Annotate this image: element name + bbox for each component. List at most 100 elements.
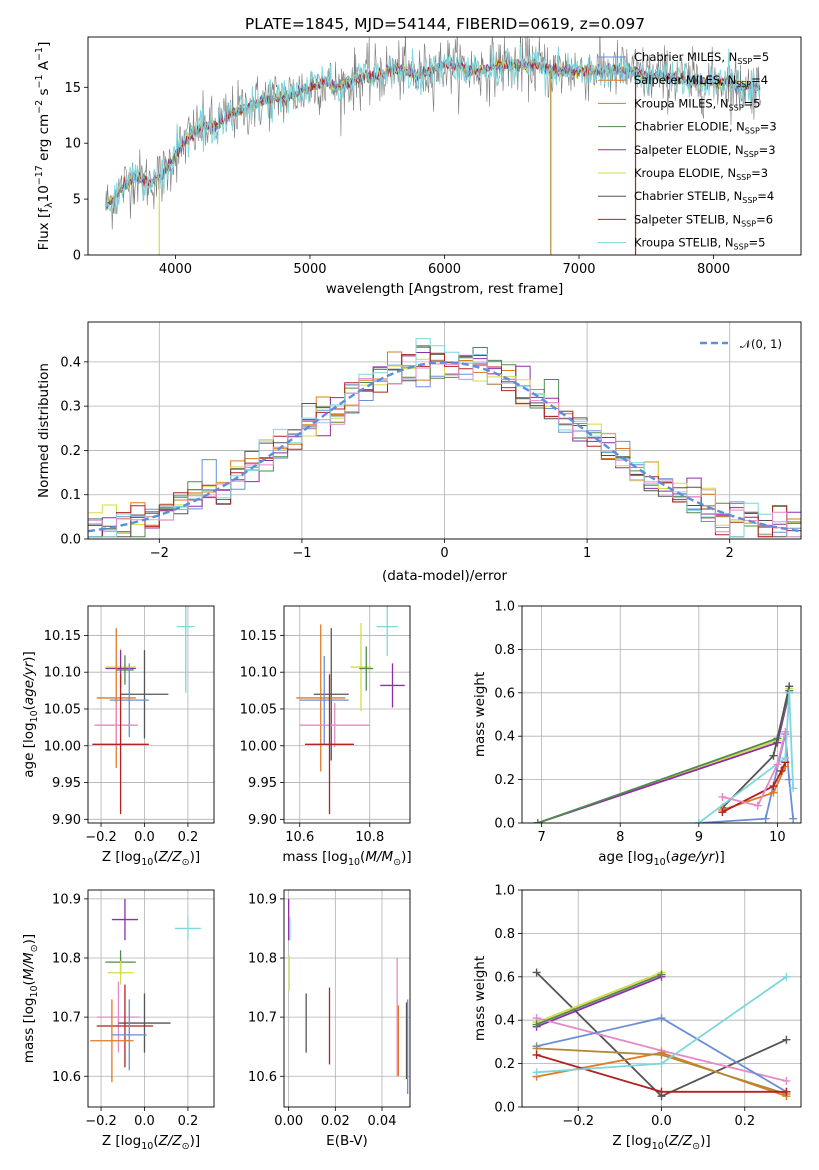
x-tick-label: −2: [150, 546, 169, 561]
x-tick-label: 0.2: [178, 830, 199, 845]
legend-entry: Chabrier ELODIE, NSSP=3: [634, 120, 777, 136]
x-tick-label: −0.2: [85, 1114, 117, 1129]
weight-line: [536, 971, 662, 1024]
x-tick-label: −0.2: [562, 1114, 594, 1129]
weight-marker: [532, 1068, 541, 1077]
legend-entry: Salpeter MILES, NSSP=4: [634, 73, 768, 89]
x-axis-label: age [log10(age/yr)]: [598, 849, 724, 868]
y-tick-label: 0.0: [494, 817, 515, 832]
x-axis-label: Z [log10(Z/Z⊙)]: [102, 1133, 200, 1152]
x-tick-label: 0.2: [178, 1114, 199, 1129]
y-tick-label: 10: [64, 137, 81, 152]
weight-marker: [782, 1035, 791, 1044]
y-tick-label: 10.8: [248, 951, 277, 966]
y-tick-label: 0.2: [60, 444, 81, 459]
plot-area: [288, 898, 409, 1094]
y-axis-label: Flux [fλ10−17 erg cm−2 s−1 A−1]: [34, 42, 55, 251]
weight-marker: [777, 766, 786, 775]
y-tick-label: 1.0: [494, 600, 515, 615]
weight-line: [536, 975, 662, 1028]
weight-marker: [657, 1087, 666, 1096]
histogram-series: [88, 363, 801, 539]
weight-line: [536, 973, 662, 1026]
plot-area: [92, 606, 195, 815]
axes-frame: [521, 605, 802, 824]
x-axis-label: (data-model)/error: [382, 568, 508, 584]
weight-line: [721, 761, 787, 813]
weight-marker: [781, 727, 790, 736]
weight-marker: [769, 782, 778, 791]
y-tick-label: 0.0: [494, 1101, 515, 1116]
weight-marker: [789, 784, 798, 793]
x-axis-label: E(B-V): [326, 1133, 368, 1149]
panel-weight_vs_age: 7 8 9 10 0.0 0.2 0.4 0.6 0.8 1.0 age [log10(age/yr…: [472, 600, 802, 868]
panel-age_vs_mass: 10.6 10.8 9.90 9.95 10.00 10.05 10.10 10.15 mass…: [240, 605, 412, 868]
histogram-series: [88, 338, 801, 539]
observed-spectrum: [105, 37, 761, 230]
axes-frame: [283, 889, 411, 1108]
x-tick-label: 9: [695, 830, 703, 845]
y-tick-label: 0.4: [494, 1014, 515, 1029]
weight-marker: [657, 1050, 666, 1059]
weight-marker: [694, 819, 703, 823]
axes-frame: [521, 889, 802, 1108]
y-tick-label: 10.6: [52, 1070, 81, 1085]
panel-age_vs_Z: −0.2 0.0 0.2 9.90 9.95 10.00 10.05 10.10 10.15 Z …: [21, 605, 215, 868]
weight-line: [698, 692, 794, 823]
x-tick-label: 0.2: [734, 1114, 755, 1129]
x-tick-label: 0: [440, 546, 448, 561]
x-tick-label: 0.00: [274, 1114, 303, 1129]
figure-title: PLATE=1845, MJD=54144, FIBERID=0619, z=0…: [245, 15, 645, 33]
y-tick-label: 10.10: [44, 666, 81, 681]
axes-frame: [87, 36, 802, 256]
plot-area: [532, 968, 791, 1101]
weight-marker: [782, 1087, 791, 1096]
y-tick-label: 0.0: [60, 533, 81, 548]
y-axis-label: Normed distribution: [36, 363, 52, 498]
weight-marker: [782, 1076, 791, 1085]
x-tick-label: 0.0: [134, 1114, 155, 1129]
x-tick-label: 0.04: [368, 1114, 397, 1129]
y-tick-label: 1.0: [494, 884, 515, 899]
axes-frame: [87, 889, 215, 1108]
y-tick-label: 0.3: [60, 400, 81, 415]
x-tick-label: 1: [583, 546, 591, 561]
weight-marker: [718, 792, 727, 801]
weight-marker: [782, 972, 791, 981]
x-tick-label: −1: [292, 546, 311, 561]
y-tick-label: 10.6: [248, 1070, 277, 1085]
gaussian-curve: [88, 361, 801, 533]
y-tick-label: 0.1: [60, 488, 81, 503]
weight-marker: [532, 1020, 541, 1029]
weight-marker: [773, 760, 782, 769]
legend-entry: Chabrier MILES, NSSP=5: [634, 50, 769, 66]
weight-marker: [781, 753, 790, 762]
weight-marker: [532, 1050, 541, 1059]
x-axis-label: Z [log10(Z/Z⊙)]: [612, 1133, 710, 1152]
y-tick-label: 10.8: [52, 951, 81, 966]
legend-entry: 𝒩(0, 1): [740, 337, 782, 351]
panel-spectrum: 4000 5000 6000 7000 8000 0 5 10 15 wavelength [An…: [34, 36, 802, 297]
x-tick-label: 4000: [159, 262, 192, 277]
y-tick-label: 0.4: [494, 730, 515, 745]
x-tick-label: 10: [769, 830, 786, 845]
y-axis-label: age [log10(age/yr)]: [21, 651, 40, 777]
x-tick-label: 0.02: [321, 1114, 350, 1129]
axes-frame: [283, 605, 411, 824]
y-tick-label: 9.90: [52, 813, 81, 828]
y-tick-label: 10.9: [52, 892, 81, 907]
weight-marker: [657, 1014, 666, 1023]
x-tick-label: −0.2: [85, 830, 117, 845]
x-tick-label: 6000: [428, 262, 461, 277]
y-tick-label: 9.90: [248, 813, 277, 828]
weight-line: [722, 731, 787, 807]
legend-entry: Salpeter ELODIE, NSSP=3: [634, 143, 776, 159]
weight-marker: [657, 970, 666, 979]
y-tick-label: 0.6: [494, 970, 515, 985]
legend-entry: Chabrier STELIB, NSSP=4: [634, 189, 774, 205]
y-tick-label: 10.7: [52, 1011, 81, 1026]
y-tick-label: 10.00: [240, 739, 277, 754]
weight-marker: [753, 801, 762, 810]
y-tick-label: 0: [73, 249, 81, 264]
